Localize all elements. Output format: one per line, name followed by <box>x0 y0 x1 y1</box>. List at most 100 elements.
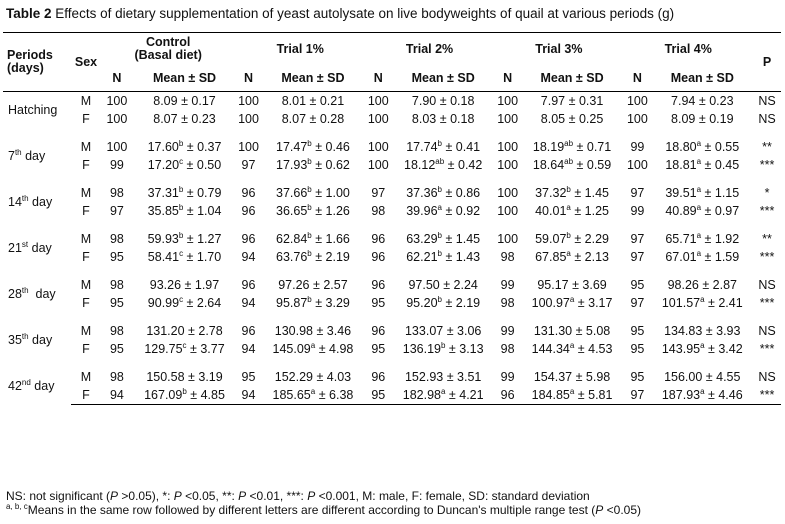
table-row: F 95 90.99c ± 2.64 94 95.87b ± 3.29 95 95.20b … <box>3 294 781 312</box>
n-cell: 100 <box>626 158 648 172</box>
n-cell: 100 <box>626 112 648 126</box>
header-n: N <box>494 65 521 92</box>
p-cell: *** <box>759 296 775 310</box>
mean-sd-cell: 95.20b ± 2.19 <box>406 294 481 310</box>
mean-sd-cell: 136.19b ± 3.13 <box>402 340 484 356</box>
mean-sd-cell: 37.32b ± 1.45 <box>535 184 609 200</box>
n-cell: 98 <box>109 232 124 246</box>
n-cell: 99 <box>500 370 515 384</box>
sex-cell: F <box>82 112 90 126</box>
mean-sd-cell: 58.41c ± 1.70 <box>147 248 222 264</box>
table-row: F 94 167.09b ± 4.85 94 185.65a ± 6.38 95 182.9… <box>3 386 781 405</box>
header-n: N <box>623 65 652 92</box>
mean-sd-cell: 7.97 ± 0.31 <box>540 94 604 108</box>
n-cell: 100 <box>106 140 128 154</box>
n-cell: 99 <box>109 158 124 172</box>
n-cell: 97 <box>241 158 256 172</box>
mean-sd-cell: 18.12ab ± 0.42 <box>404 156 483 172</box>
n-cell: 94 <box>235 386 262 405</box>
period-label: 42nd day <box>8 378 55 394</box>
n-cell: 96 <box>241 204 256 218</box>
n-cell: 97 <box>630 296 645 310</box>
mean-sd-cell: 7.90 ± 0.18 <box>411 94 475 108</box>
n-cell: 98 <box>109 370 124 384</box>
mean-sd-cell: 134.83 ± 3.93 <box>664 324 741 338</box>
mean-sd-cell: 154.37 ± 5.98 <box>533 370 611 384</box>
table-caption: Effects of dietary supplementation of ye… <box>55 6 675 21</box>
header-control: Control (Basal diet) <box>134 35 202 62</box>
p-cell: *** <box>759 342 775 356</box>
mean-sd-cell: 18.81a ± 0.45 <box>665 156 740 172</box>
table-notes: NS: not significant (P >0.05), *: P <0.0… <box>6 489 641 517</box>
table-row: F 97 35.85b ± 1.04 96 36.65b ± 1.26 98 39.96a … <box>3 202 781 220</box>
n-cell: 95 <box>630 370 645 384</box>
mean-sd-cell: 131.30 ± 5.08 <box>533 324 611 338</box>
note-significance: NS: not significant (P >0.05), *: P <0.0… <box>6 489 590 503</box>
p-cell: ** <box>762 140 772 154</box>
mean-sd-cell: 95.17 ± 3.69 <box>537 278 607 292</box>
period-label: 35th day <box>8 331 53 347</box>
sex-cell: M <box>80 324 92 338</box>
p-cell: ** <box>762 232 772 246</box>
n-cell: 100 <box>238 94 259 108</box>
mean-sd-cell: 167.09b ± 4.85 <box>133 386 236 405</box>
mean-sd-cell: 8.07 ± 0.28 <box>281 112 345 126</box>
mean-sd-cell: 98.26 ± 2.87 <box>667 278 737 292</box>
mean-sd-cell: 18.64ab ± 0.59 <box>532 156 612 172</box>
table-row: F 95 58.41c ± 1.70 94 63.76b ± 2.19 96 62.21b … <box>3 248 781 266</box>
mean-sd-cell: 62.21b ± 1.43 <box>406 248 481 264</box>
mean-sd-cell: 182.98a ± 4.21 <box>391 386 495 405</box>
n-cell: 96 <box>494 386 521 405</box>
n-cell: 94 <box>241 342 256 356</box>
n-cell: 95 <box>630 342 645 356</box>
sex-cell: M <box>80 94 92 108</box>
mean-sd-cell: 8.05 ± 0.25 <box>540 112 604 126</box>
n-cell: 100 <box>497 232 519 246</box>
header-n: N <box>235 65 262 92</box>
n-cell: 100 <box>367 140 389 154</box>
n-cell: 98 <box>500 296 515 310</box>
n-cell: 95 <box>241 370 256 384</box>
mean-sd-cell: 17.47b ± 0.46 <box>276 138 350 154</box>
mean-sd-cell: 17.74b ± 0.41 <box>406 138 481 154</box>
table-row: 7th day M 100 17.60b ± 0.37 100 17.47b ± 0.46… <box>3 138 781 163</box>
mean-sd-cell: 100.97a ± 3.17 <box>531 294 613 310</box>
mean-sd-cell: 145.09a ± 4.98 <box>272 340 354 356</box>
n-cell: 94 <box>100 386 134 405</box>
sex-cell: M <box>80 140 92 154</box>
mean-sd-cell: 90.99c ± 2.64 <box>147 294 222 310</box>
mean-sd-cell: 133.07 ± 3.06 <box>404 324 482 338</box>
mean-sd-cell: 150.58 ± 3.19 <box>146 370 223 384</box>
n-cell: 98 <box>109 278 124 292</box>
n-cell: 97 <box>630 186 645 200</box>
header-mean-sd: Mean ± SD <box>133 65 236 92</box>
mean-sd-cell: 8.01 ± 0.21 <box>281 94 345 108</box>
n-cell: 100 <box>106 94 128 108</box>
n-cell: 99 <box>500 278 515 292</box>
header-trial3: Trial 3% <box>535 41 583 56</box>
mean-sd-cell: 129.75c ± 3.77 <box>144 340 225 356</box>
mean-sd-cell: 18.80a ± 0.55 <box>665 138 740 154</box>
period-label: 14th day <box>8 193 53 209</box>
mean-sd-cell: 152.29 ± 4.03 <box>274 370 352 384</box>
table-row: 28th day M 98 93.26 ± 1.97 96 97.26 ± 2.57 96 9… <box>3 276 781 301</box>
n-cell: 96 <box>371 324 386 338</box>
mean-sd-cell: 18.19ab ± 0.71 <box>532 138 612 154</box>
table-row: 35th day M 98 131.20 ± 2.78 96 130.98 ± 3.46 9… <box>3 322 781 347</box>
n-cell: 100 <box>367 112 389 126</box>
mean-sd-cell: 63.76b ± 2.19 <box>276 248 350 264</box>
p-cell: NS <box>758 112 776 126</box>
header-n: N <box>100 65 134 92</box>
sex-cell: M <box>80 232 92 246</box>
n-cell: 96 <box>241 278 256 292</box>
n-cell: 97 <box>109 204 124 218</box>
n-cell: 99 <box>630 140 645 154</box>
mean-sd-cell: 17.20c ± 0.50 <box>147 156 222 172</box>
note-duncan: a, b, cMeans in the same row followed by… <box>6 502 641 518</box>
n-cell: 99 <box>630 204 645 218</box>
table-label: Table 2 <box>6 6 52 21</box>
mean-sd-cell: 39.96a ± 0.92 <box>406 202 481 218</box>
period-label: Hatching <box>8 103 58 117</box>
sex-cell: F <box>82 158 90 172</box>
mean-sd-cell: 8.03 ± 0.18 <box>411 112 475 126</box>
